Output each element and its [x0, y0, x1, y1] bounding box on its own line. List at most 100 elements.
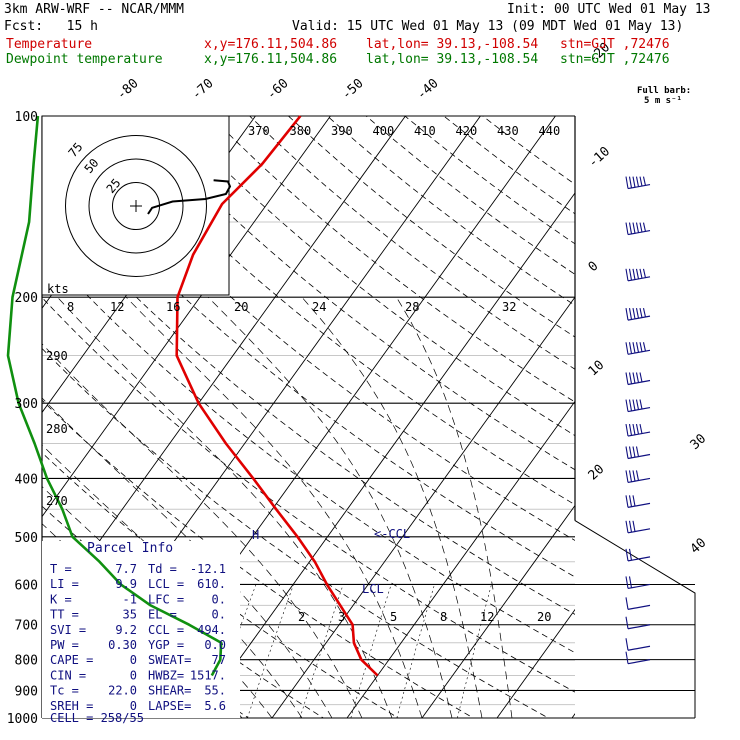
- valid-time: Valid: 15 UTC Wed 01 May 13 (09 MDT Wed …: [292, 19, 684, 34]
- barb-legend-units: 5 m s⁻¹: [644, 96, 682, 106]
- pressure-label: 700: [15, 619, 38, 634]
- lcl-marker: LCL: [362, 582, 384, 596]
- mixing-ratio-line: [457, 584, 492, 718]
- theta-label: 420: [456, 124, 478, 138]
- theta-e-label: 28: [405, 300, 419, 314]
- isotherm-line: [647, 116, 740, 718]
- wind-barb: [625, 446, 651, 460]
- mixing-ratio-label: 2: [298, 610, 305, 624]
- isotherm-label: -10: [586, 144, 613, 171]
- dry-adiabat: [210, 116, 575, 403]
- barb-legend-title: Full barb:: [637, 86, 691, 96]
- parcel-value: 0: [130, 668, 137, 682]
- isotherm-label: 30: [688, 431, 710, 453]
- wind-barb: [625, 423, 651, 437]
- isotherm-line: [346, 400, 575, 718]
- theta-e-label: 32: [502, 300, 516, 314]
- parcel-label: PW =: [50, 638, 79, 652]
- temperature-trace: [175, 115, 379, 677]
- theta-label: 440: [539, 124, 561, 138]
- wind-barb: [625, 548, 651, 562]
- mixing-ratio-label: 8: [440, 610, 447, 624]
- theta-label: 390: [331, 124, 353, 138]
- parcel-value: 1517.: [190, 668, 226, 682]
- dewpoint-xy: x,y=176.11,504.86: [204, 52, 338, 67]
- parcel-value: -12.1: [190, 562, 226, 576]
- wind-barb: [625, 597, 651, 610]
- theta-e-label: 16: [166, 300, 180, 314]
- hodograph-border: [41, 115, 230, 296]
- wind-barb: [625, 399, 651, 413]
- pressure-label: 800: [15, 654, 38, 669]
- wind-barb: [625, 222, 651, 236]
- parcel-label: Td =: [148, 562, 177, 576]
- dry-adiabat: [42, 296, 575, 693]
- sounding-traces: <-CCL LCL H Parcel Info T = 7.7 Td = -12.1 LI = 9…: [6, 115, 410, 725]
- parcel-value: 9.9: [115, 577, 137, 591]
- parcel-label: SREH =: [50, 699, 93, 713]
- theta-label: 380: [290, 124, 312, 138]
- hodograph-trace: [147, 179, 232, 215]
- parcel-value: 5.6: [204, 699, 226, 713]
- parcel-value: -1: [123, 592, 137, 606]
- parcel-label: YGP =: [148, 638, 184, 652]
- pressure-label: 500: [15, 531, 38, 546]
- parcel-value: 55.: [204, 684, 226, 698]
- parcel-value: 0.: [212, 592, 226, 606]
- pressure-label: 100: [15, 110, 38, 125]
- isotherm-label: 20: [586, 462, 608, 484]
- parcel-label: LAPSE=: [148, 699, 191, 713]
- theta-label: 410: [414, 124, 436, 138]
- wind-barb: [625, 638, 651, 651]
- theta-label: 370: [248, 124, 270, 138]
- parcel-value: 0.0: [204, 638, 226, 652]
- pressure-label: 400: [15, 472, 38, 487]
- parcel-label: SWEAT=: [148, 653, 191, 667]
- isotherm-line: [496, 608, 575, 718]
- pressure-label: 1000: [7, 712, 38, 727]
- pressure-label: 300: [15, 397, 38, 412]
- temperature-station: stn=GJT ,72476: [560, 37, 670, 52]
- parcel-info-title: Parcel Info: [87, 541, 173, 556]
- theta-left-label: 280: [46, 422, 68, 436]
- wind-barb: [625, 176, 651, 190]
- dry-adiabat: [365, 116, 575, 275]
- isotherm-label: -50: [339, 76, 366, 103]
- dry-adiabat: [42, 347, 550, 718]
- parcel-value: 7.7: [115, 562, 137, 576]
- parcel-label: HWBZ=: [148, 668, 184, 682]
- parcel-label: K =: [50, 592, 72, 606]
- mixing-ratio-lines: [207, 584, 492, 718]
- theta-label: 400: [373, 124, 395, 138]
- wind-barbs: Full barb:5 m s⁻¹: [625, 86, 691, 665]
- dry-adiabat: [93, 116, 575, 506]
- hodograph-ring: [88, 158, 184, 254]
- init-time: Init: 00 UTC Wed 01 May 13: [507, 2, 711, 17]
- wind-barb: [625, 520, 651, 534]
- isotherm-line: [421, 504, 575, 718]
- parcel-value: 0.: [212, 608, 226, 622]
- parcel-value: 0: [130, 653, 137, 667]
- parcel-label: LI =: [50, 577, 79, 591]
- theta-e-label: 12: [110, 300, 124, 314]
- dry-adiabat: [326, 116, 575, 306]
- temperature-legend: Temperature: [6, 37, 93, 52]
- temperature-latlon: lat,lon= 39.13,-108.54: [366, 37, 539, 52]
- parcel-value: 494.: [197, 623, 226, 637]
- isotherm-line: [196, 192, 575, 718]
- parcel-label: LCL =: [148, 577, 184, 591]
- dry-adiabat: [249, 116, 575, 370]
- isotherm-label: -70: [189, 76, 216, 103]
- parcel-value: 0: [130, 699, 137, 713]
- wind-barb: [625, 495, 651, 508]
- theta-label: 430: [497, 124, 519, 138]
- dry-adiabat: [171, 116, 575, 437]
- parcel-panel: [42, 541, 240, 718]
- parcel-label: CCL =: [148, 623, 184, 637]
- wind-barb: [625, 576, 651, 590]
- theta-e-label: 24: [312, 300, 326, 314]
- dry-adiabat: [42, 452, 400, 718]
- isotherm-label: 40: [688, 535, 710, 557]
